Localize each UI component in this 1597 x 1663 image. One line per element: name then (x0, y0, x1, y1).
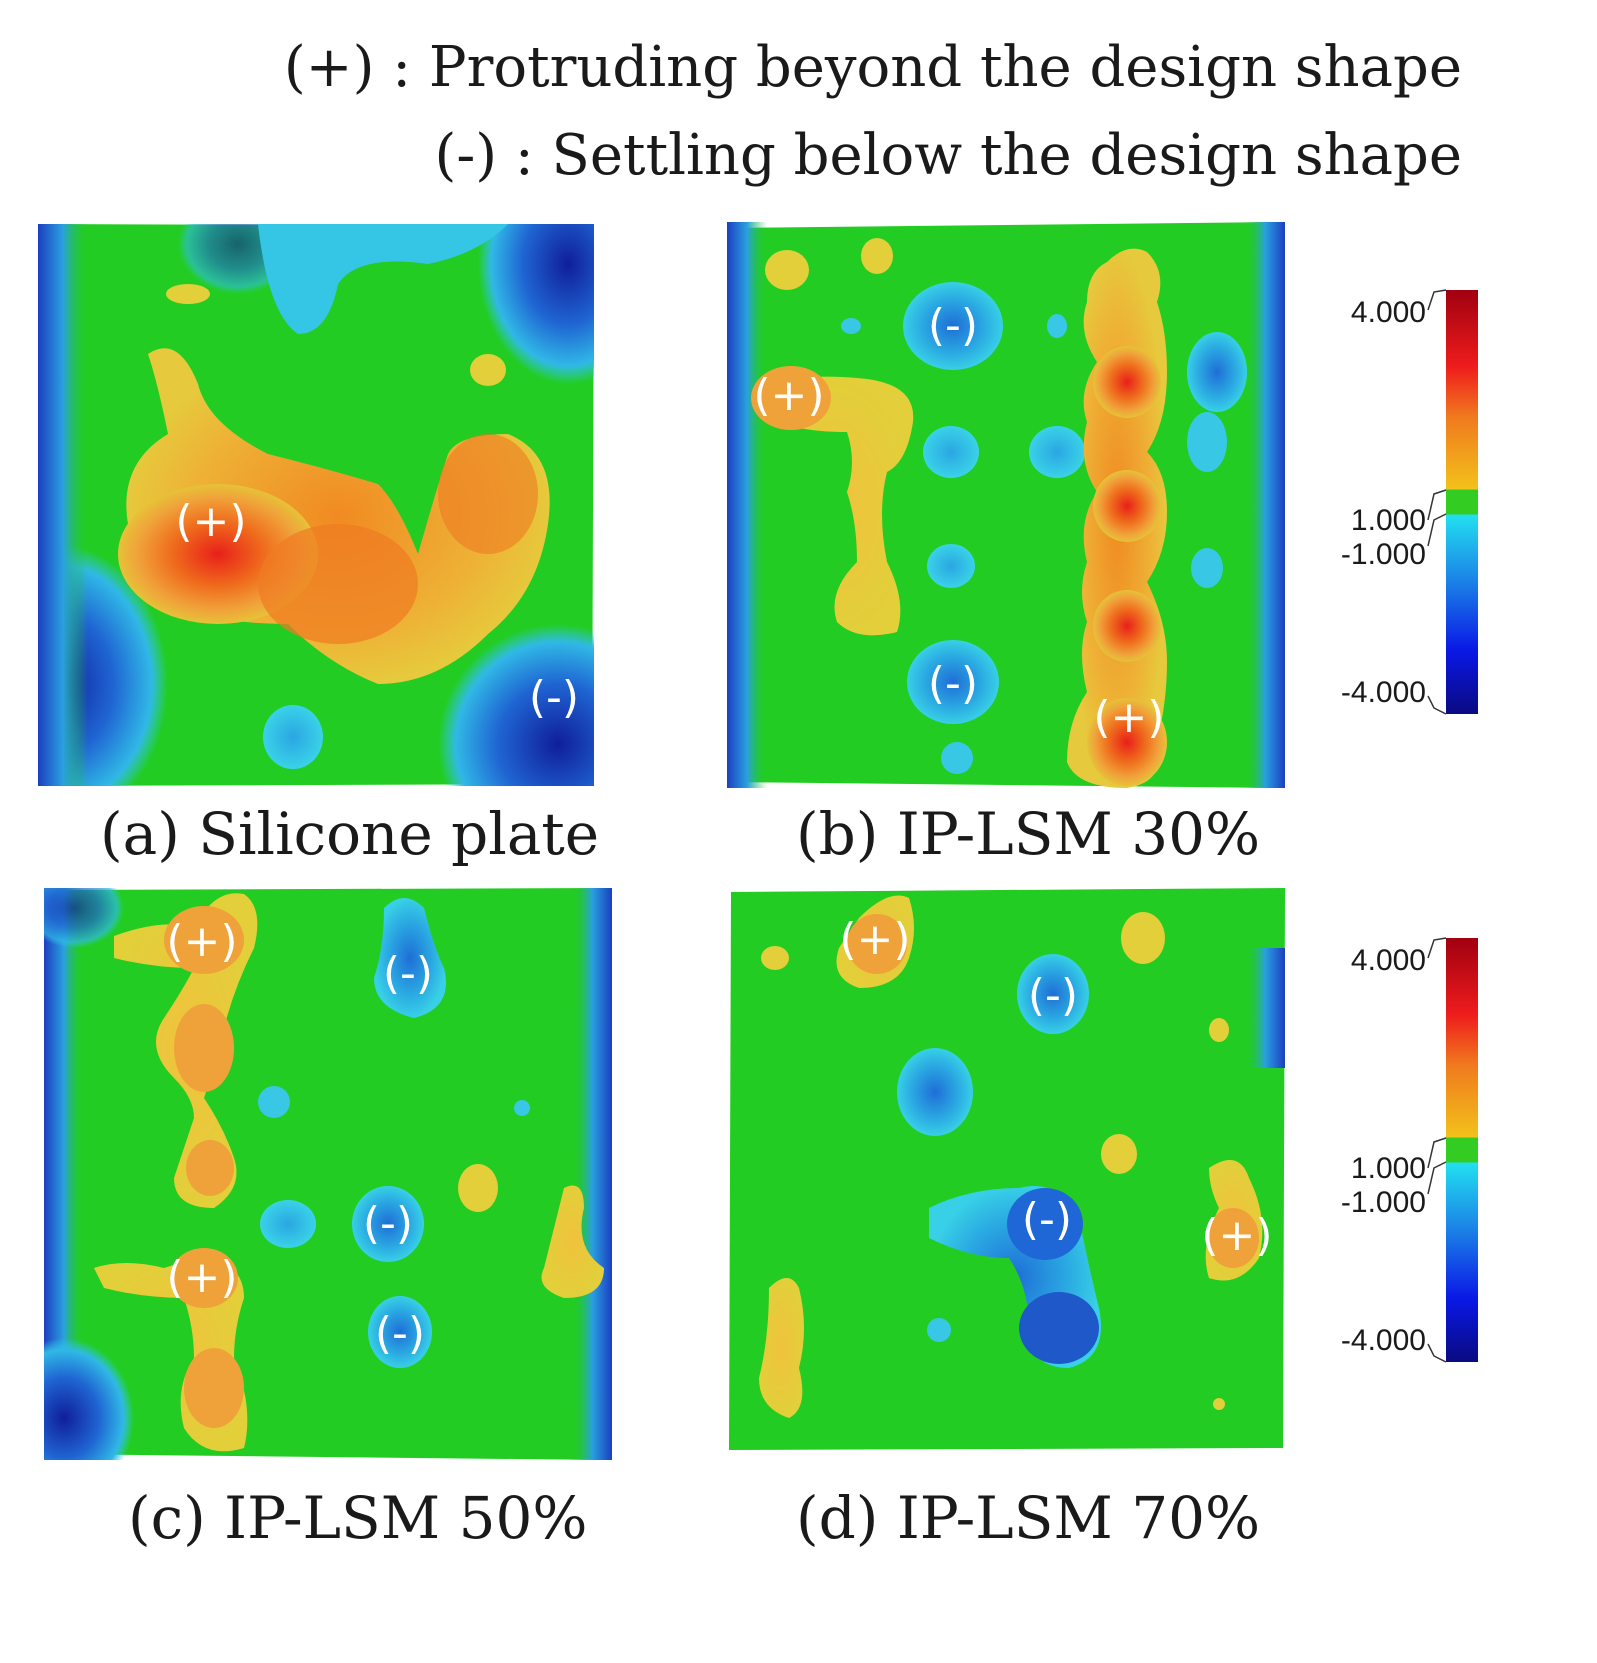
panel-b-ip-lsm-30: (-) (+) (-) (+) (727, 222, 1285, 788)
colorbar-upper-tol-label: 1.000 (1350, 1152, 1426, 1185)
legend-protruding: (+) : Protruding beyond the design shape (283, 35, 1462, 100)
caption-a: (a) Silicone plate (100, 800, 600, 868)
colorbar-min-label: -4.000 (1340, 676, 1426, 709)
marker-plus: (+) (1093, 692, 1164, 743)
marker-minus: (-) (383, 948, 433, 999)
marker-plus: (+) (175, 496, 246, 547)
colorbar-max-label: 4.000 (1350, 296, 1426, 329)
panel-a-silicone-plate: (+) (-) (38, 224, 594, 786)
marker-minus: (-) (1022, 1194, 1072, 1245)
marker-minus: (-) (529, 672, 579, 723)
colorbar-min-label: -4.000 (1340, 1324, 1426, 1357)
colorbar-max-label: 4.000 (1350, 944, 1426, 977)
marker-plus: (+) (753, 370, 824, 421)
marker-plus: (+) (166, 916, 237, 967)
caption-c: (c) IP-LSM 50% (128, 1484, 588, 1552)
panel-c-ip-lsm-50: (+) (-) (-) (+) (-) (44, 888, 612, 1460)
marker-minus: (-) (928, 658, 978, 709)
marker-minus: (-) (928, 300, 978, 351)
marker-plus: (+) (839, 914, 910, 965)
colorbar-upper-tol-label: 1.000 (1350, 504, 1426, 537)
legend-settling: (-) : Settling below the design shape (434, 123, 1462, 188)
marker-minus: (-) (363, 1198, 413, 1249)
colorbar-bottom: 4.000 1.000 -1.000 -4.000 (1330, 932, 1480, 1372)
colorbar-lower-tol-label: -1.000 (1340, 1186, 1426, 1219)
colorbar-top: 4.000 1.000 -1.000 -4.000 (1330, 284, 1480, 724)
marker-plus: (+) (166, 1252, 237, 1303)
marker-plus: (+) (1201, 1210, 1272, 1261)
marker-minus: (-) (375, 1308, 425, 1359)
caption-d: (d) IP-LSM 70% (796, 1484, 1261, 1552)
caption-b: (b) IP-LSM 30% (796, 800, 1261, 868)
marker-minus: (-) (1028, 970, 1078, 1021)
colorbar-lower-tol-label: -1.000 (1340, 538, 1426, 571)
panel-d-ip-lsm-70: (+) (-) (-) (+) (729, 888, 1285, 1450)
